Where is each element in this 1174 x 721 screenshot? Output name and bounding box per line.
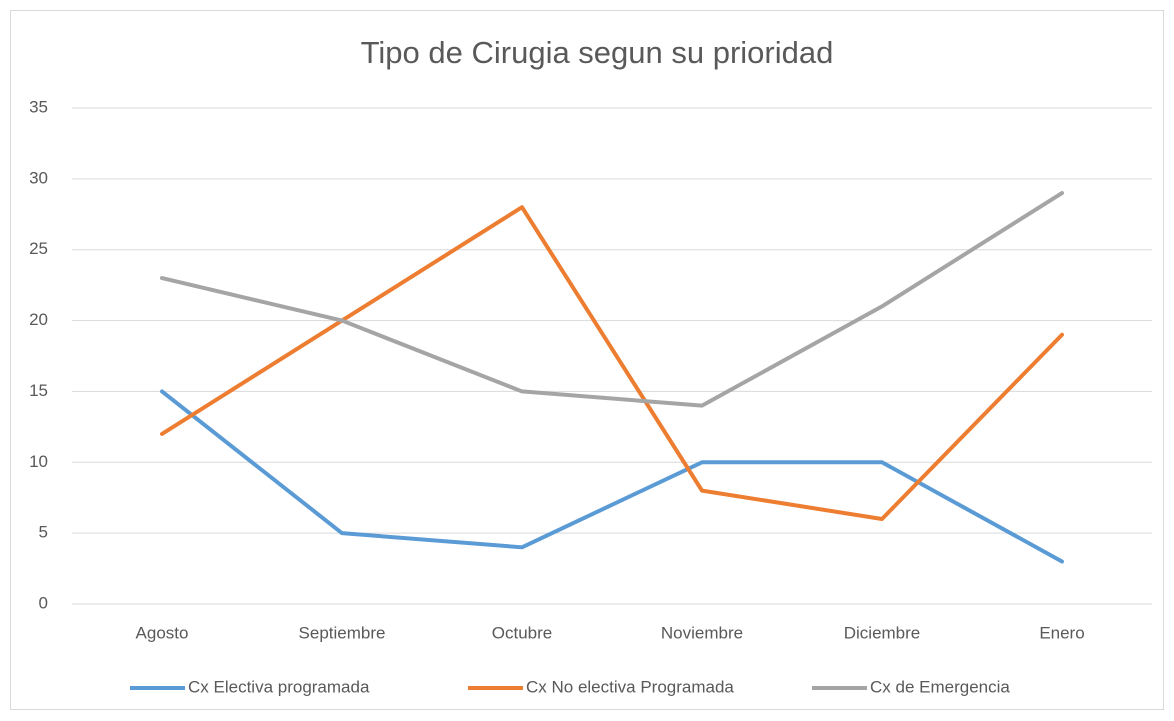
y-tick-label: 15: [29, 381, 48, 400]
y-tick-label: 20: [29, 310, 48, 329]
line-series: [160, 389, 1064, 564]
y-tick-label: 10: [29, 452, 48, 471]
x-tick-label: Agosto: [136, 623, 189, 642]
y-tick-label: 25: [29, 239, 48, 258]
x-tick-label: Enero: [1039, 623, 1084, 642]
legend-label: Cx de Emergencia: [870, 677, 1010, 696]
x-tick-label: Noviembre: [661, 623, 743, 642]
line-series: [160, 191, 1064, 408]
x-tick-label: Diciembre: [844, 623, 921, 642]
y-tick-label: 30: [29, 168, 48, 187]
chart-border: [10, 10, 1164, 710]
chart-title: Tipo de Cirugia segun su prioridad: [361, 35, 834, 70]
legend-label: Cx No electiva Programada: [526, 677, 734, 696]
y-tick-label: 35: [29, 97, 48, 116]
y-tick-label: 0: [39, 593, 48, 612]
line-series: [160, 205, 1064, 521]
x-tick-label: Octubre: [492, 623, 552, 642]
x-tick-label: Septiembre: [299, 623, 386, 642]
legend-label: Cx Electiva programada: [188, 677, 370, 696]
y-tick-label: 5: [39, 523, 48, 542]
